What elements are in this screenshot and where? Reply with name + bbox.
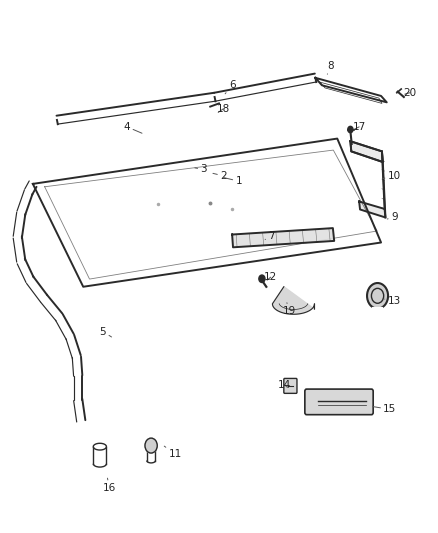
Text: 7: 7 [265, 231, 275, 240]
Polygon shape [350, 141, 383, 162]
Text: 3: 3 [195, 165, 207, 174]
Text: 9: 9 [387, 213, 398, 222]
Circle shape [259, 275, 265, 282]
Text: 4: 4 [124, 122, 142, 133]
Circle shape [348, 126, 353, 133]
Text: 13: 13 [385, 296, 401, 306]
Text: 2: 2 [213, 171, 227, 181]
Text: 6: 6 [225, 80, 236, 94]
Text: 14: 14 [278, 380, 291, 390]
FancyBboxPatch shape [305, 389, 373, 415]
Text: 17: 17 [353, 122, 366, 132]
Text: 12: 12 [264, 272, 277, 282]
FancyBboxPatch shape [284, 378, 297, 393]
Text: 11: 11 [164, 446, 182, 459]
Circle shape [367, 283, 388, 309]
Polygon shape [272, 287, 314, 314]
Text: 1: 1 [224, 176, 242, 186]
Text: 18: 18 [217, 104, 230, 114]
Polygon shape [359, 201, 385, 217]
Text: 15: 15 [373, 405, 396, 414]
Text: 8: 8 [327, 61, 334, 74]
Text: 20: 20 [403, 88, 417, 98]
Circle shape [145, 438, 157, 453]
Text: 19: 19 [283, 303, 296, 316]
Polygon shape [232, 228, 334, 247]
Text: 16: 16 [103, 478, 116, 492]
Text: 10: 10 [383, 171, 401, 181]
Text: 5: 5 [99, 327, 112, 337]
